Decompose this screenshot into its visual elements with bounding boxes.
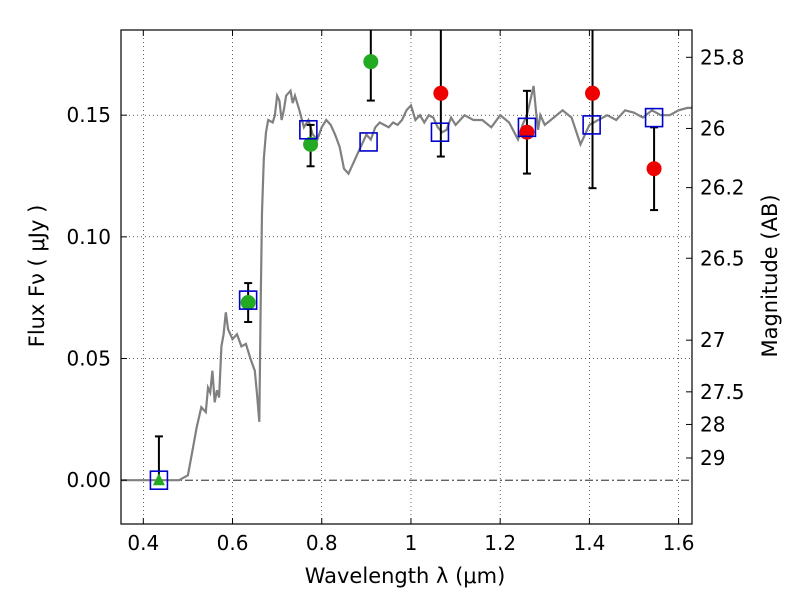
model-square-marker: [299, 119, 318, 140]
right-axis-ticks: 25.8 26 26.2 26.5 27 27.5 28 29: [686, 45, 745, 470]
model-square-marker: [238, 290, 258, 310]
right-tick-label: 27: [700, 328, 725, 352]
red-point-marker: [433, 85, 449, 101]
red-point-marker: [585, 85, 601, 101]
model-square-marker: [359, 132, 378, 152]
x-tick-label: 0.6: [217, 531, 249, 555]
x-tick-label: 1.6: [663, 531, 695, 555]
x-tick-label: 1: [405, 531, 418, 555]
green-point-marker: [363, 54, 379, 70]
right-tick-label: 26: [700, 116, 725, 140]
plot-frame: [120, 29, 693, 525]
red-point-marker: [519, 124, 535, 140]
right-tick-label: 28: [700, 412, 725, 436]
model-band-markers: [149, 107, 664, 490]
y-axis-ticks: 0.00 0.05 0.10 0.15: [66, 103, 127, 492]
red-point-marker: [646, 161, 662, 177]
x-tick-label: 1.4: [573, 531, 605, 555]
right-tick-label: 27.5: [700, 380, 745, 404]
y-tick-label: 0.10: [66, 225, 111, 249]
model-square-marker: [149, 470, 169, 490]
right-tick-label: 26.5: [700, 246, 745, 270]
observed-points: [152, 54, 662, 486]
model-square-marker: [430, 122, 450, 143]
x-tick-label: 1.2: [484, 531, 516, 555]
y-tick-label: 0.00: [66, 468, 111, 492]
x-tick-label: 0.4: [127, 531, 159, 555]
y-axis-title: Flux Fν ( μJy ): [25, 205, 49, 348]
triangle-marker: [152, 473, 165, 486]
green-point-marker: [303, 136, 319, 152]
error-bars: [154, 30, 659, 481]
template-spectrum-line: [121, 85, 692, 482]
x-axis-title: Wavelength λ (μm): [305, 564, 506, 588]
model-square-marker: [644, 107, 664, 128]
right-tick-label: 29: [700, 446, 725, 470]
grid-lines: [121, 30, 692, 524]
green-point-marker: [240, 295, 256, 311]
x-axis-ticks: 0.4 0.6 0.8 1 1.2 1.4 1.6: [127, 30, 695, 555]
right-axis-title: Magnitude (AB): [758, 194, 782, 357]
y-tick-label: 0.15: [66, 103, 111, 127]
model-square-marker: [582, 115, 601, 135]
right-tick-label: 25.8: [700, 45, 745, 69]
x-tick-label: 0.8: [306, 531, 338, 555]
right-tick-label: 26.2: [700, 176, 745, 200]
model-square-marker: [517, 117, 537, 138]
y-tick-label: 0.05: [66, 347, 111, 371]
